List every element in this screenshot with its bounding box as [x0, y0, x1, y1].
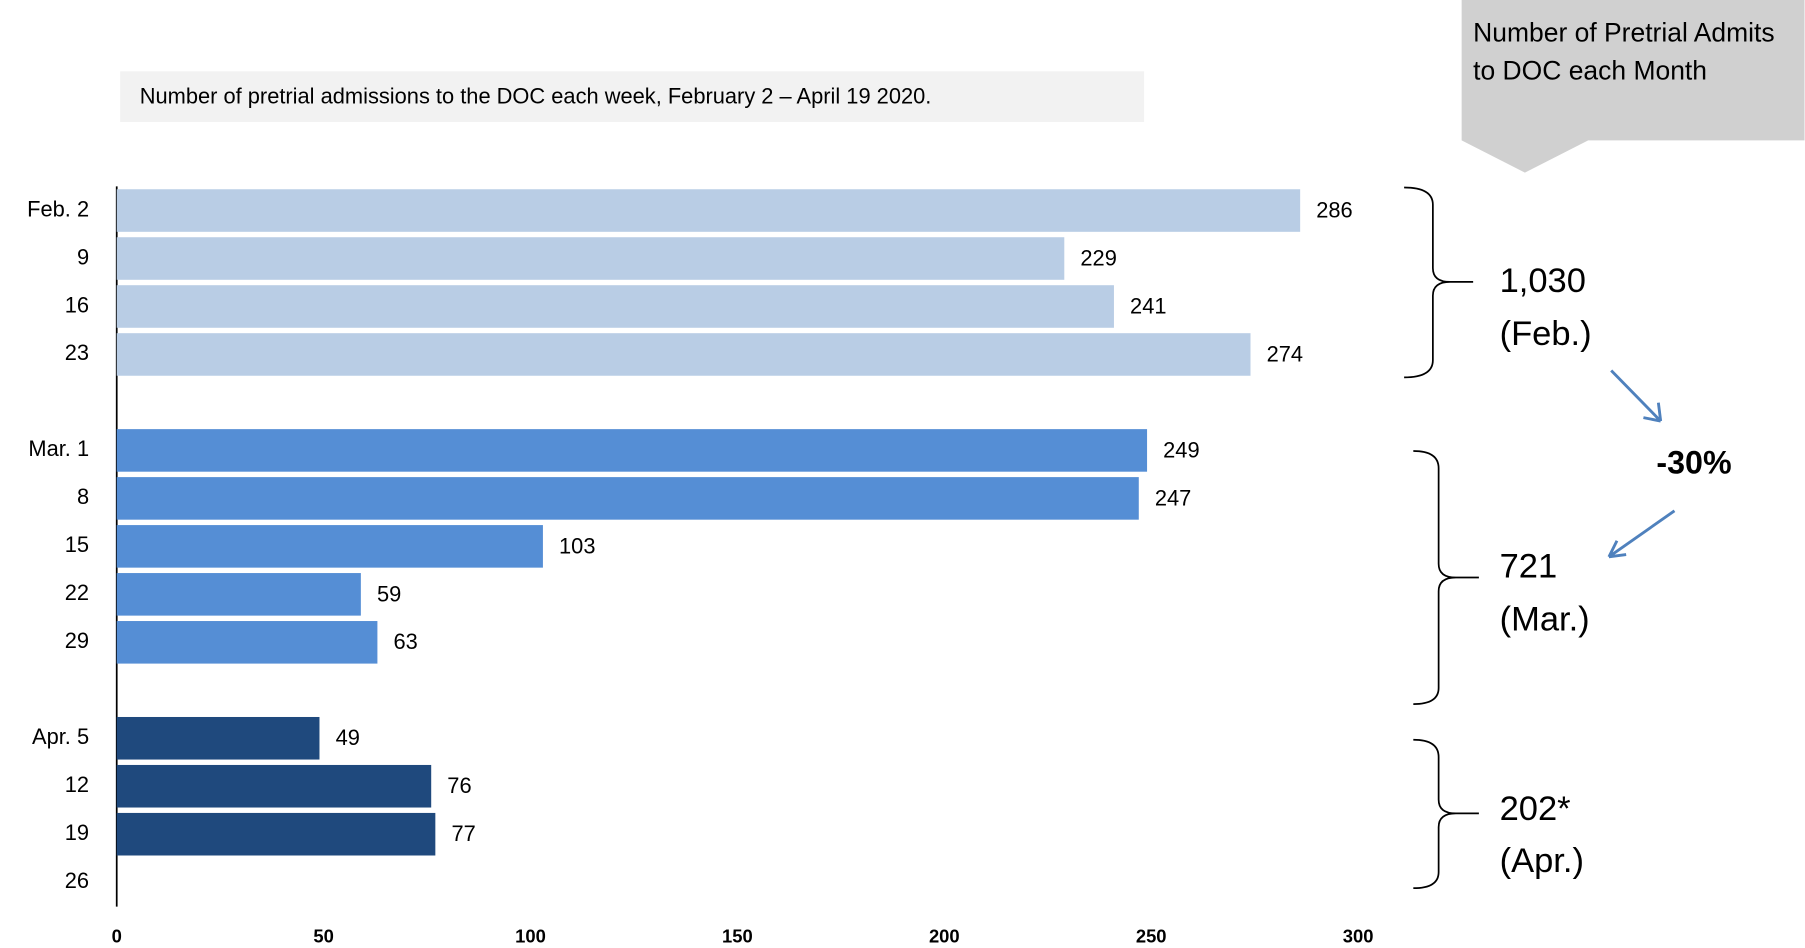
x-tick-label: 300	[1343, 926, 1374, 947]
value-label: 49	[336, 725, 360, 750]
bar	[116, 525, 543, 568]
y-tick-label: 15	[65, 532, 89, 557]
callout-shape	[1461, 0, 1805, 173]
bar	[116, 621, 378, 664]
arrow	[1607, 509, 1676, 559]
x-tick-label: 150	[722, 926, 753, 947]
arrows	[1607, 369, 1676, 559]
y-tick-label: Apr. 5	[32, 724, 89, 749]
month-total: 1,030	[1500, 262, 1586, 300]
bar	[116, 285, 1114, 328]
value-label: 229	[1080, 245, 1116, 270]
callout-text: Number of Pretrial Admits to DOC each Mo…	[1473, 17, 1775, 86]
month-label: (Feb.)	[1500, 315, 1592, 353]
x-tick-label: 200	[929, 926, 960, 947]
month-total: 721	[1500, 547, 1558, 585]
x-tick-label: 50	[313, 926, 333, 947]
x-tick-label: 100	[515, 926, 546, 947]
bar	[116, 189, 1301, 232]
bar	[116, 812, 436, 856]
value-label: 249	[1163, 437, 1199, 462]
brace	[1404, 186, 1474, 379]
value-label: 241	[1130, 293, 1166, 318]
bar	[116, 477, 1139, 520]
month-label: (Mar.)	[1500, 600, 1590, 638]
month-total: 202*	[1500, 790, 1571, 828]
value-label: 103	[559, 533, 595, 558]
value-label: 274	[1267, 341, 1303, 366]
bar	[116, 764, 432, 808]
y-tick-label: 19	[65, 820, 89, 845]
y-tick-label: Mar. 1	[28, 436, 89, 461]
y-tick-label: 9	[77, 244, 89, 269]
y-tick-label: 22	[65, 580, 89, 605]
title-box	[120, 71, 1145, 122]
y-tick-label: 29	[65, 628, 89, 653]
bar	[116, 429, 1148, 472]
y-tick-label: 23	[65, 340, 89, 365]
value-label: 77	[451, 821, 475, 846]
x-tick-label: 0	[112, 926, 122, 947]
arrow	[1610, 369, 1663, 423]
bar	[116, 573, 361, 616]
braces	[1404, 186, 1479, 890]
brace	[1413, 738, 1479, 890]
y-tick-label: 8	[77, 484, 89, 509]
bar	[116, 333, 1251, 376]
change-label: -30%	[1656, 444, 1731, 480]
y-tick-label: 12	[65, 772, 89, 797]
callout-box: Number of Pretrial Admits to DOC each Mo…	[1473, 17, 1775, 86]
y-tick-label: 16	[65, 292, 89, 317]
value-label: 59	[377, 581, 401, 606]
y-tick-label: Feb. 2	[27, 196, 89, 221]
value-label: 63	[394, 629, 418, 654]
chart-title: Number of pretrial admissions to the DOC…	[140, 84, 932, 109]
brace	[1413, 450, 1479, 705]
x-tick-label: 250	[1136, 926, 1167, 947]
month-label: (Apr.)	[1500, 842, 1584, 880]
value-label: 286	[1316, 197, 1352, 222]
bar	[116, 716, 320, 760]
value-label: 76	[447, 773, 471, 798]
value-label: 247	[1155, 485, 1191, 510]
bar	[116, 237, 1065, 280]
y-tick-label: 26	[65, 868, 89, 893]
